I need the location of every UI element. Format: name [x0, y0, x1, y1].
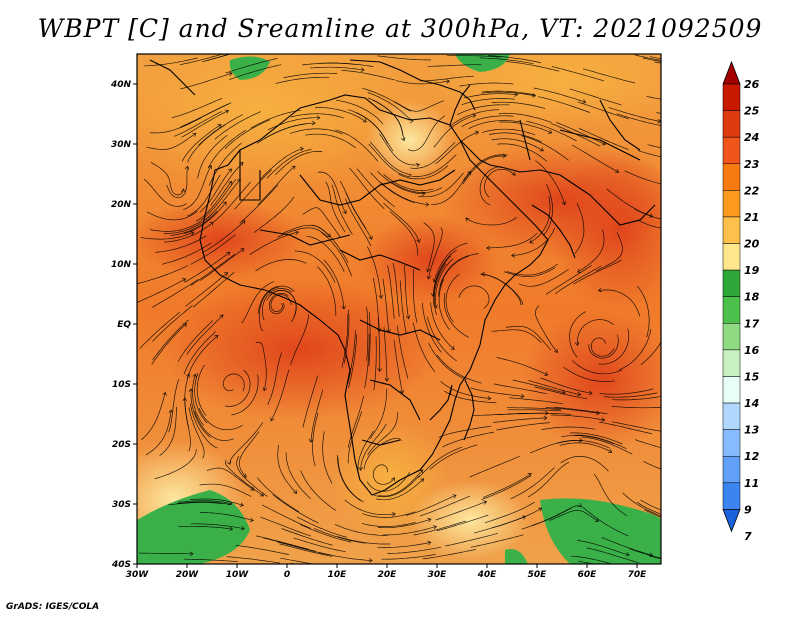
lat-tick-label: 20N — [111, 200, 132, 210]
colorbar-bottom-arrow — [722, 509, 741, 533]
colorbar-label: 15 — [744, 370, 760, 383]
colorbar-label: 19 — [744, 264, 760, 277]
colorbar-label: 16 — [744, 344, 760, 357]
colorbar-top-arrow — [722, 60, 741, 85]
lat-tick-label: 20S — [112, 440, 131, 450]
map-title: WBPT [C] and Sreamline at 300hPa, VT: 20… — [37, 14, 763, 43]
colorbar-swatch — [722, 83, 741, 111]
colorbar-label: 11 — [744, 477, 759, 490]
lon-tick-label: 40E — [477, 570, 498, 580]
lat-tick-label: EQ — [117, 320, 131, 330]
lon-tick-label: 30E — [428, 570, 448, 580]
colorbar-label: 25 — [744, 105, 760, 118]
colorbar-label: 21 — [744, 211, 759, 224]
longitude-axis: 30W 20W 10W 0 10E 20E 30E 40E 50E 60E 70E — [126, 564, 647, 580]
colorbar-label: 14 — [744, 397, 759, 410]
colorbar-swatch — [722, 323, 741, 351]
lat-tick-label: 40S — [111, 560, 131, 570]
lat-tick-label: 10N — [111, 260, 132, 270]
streamlines — [137, 54, 661, 564]
colorbar-swatch — [722, 243, 741, 271]
wbpt-field — [137, 54, 661, 564]
lon-tick-label: 30W — [126, 570, 150, 580]
colorbar-label: 18 — [744, 291, 760, 304]
colorbar-swatch — [722, 269, 741, 297]
grads-credit: GrADS: IGES/COLA — [6, 602, 100, 612]
latitude-axis: 40N 30N 20N 10N EQ 10S 20S 30S 40S — [110, 80, 137, 570]
colorbar-label: 13 — [744, 424, 760, 437]
colorbar-swatch — [722, 110, 741, 138]
colorbar-label: 17 — [744, 317, 760, 330]
lon-tick-label: 60E — [578, 570, 598, 580]
map-frame — [136, 53, 662, 565]
colorbar-swatch — [722, 296, 741, 324]
colorbar-swatch — [722, 136, 741, 165]
colorbar-label: 24 — [744, 131, 759, 144]
colorbar-swatch — [722, 163, 741, 191]
colorbar-swatch — [722, 455, 741, 484]
coastlines — [149, 59, 656, 496]
colorbar-label: 23 — [744, 158, 760, 171]
colorbar-label: 20 — [744, 238, 760, 251]
colorbar-label: 12 — [744, 450, 760, 463]
colorbar-label: 7 — [744, 530, 752, 543]
lon-tick-label: 20E — [378, 570, 398, 580]
colorbar-swatch — [722, 402, 741, 430]
lon-tick-label: 0 — [284, 570, 290, 580]
lon-tick-label: 10E — [328, 570, 348, 580]
lon-tick-label: 20W — [176, 570, 200, 580]
lat-tick-label: 10S — [112, 380, 131, 390]
colorbar-label: 9 — [744, 503, 752, 516]
lon-tick-label: 50E — [528, 570, 548, 580]
colorbar-swatch — [722, 190, 741, 218]
colorbar-swatch — [722, 216, 741, 244]
lat-tick-label: 30N — [111, 140, 132, 150]
colorbar-swatch — [722, 376, 741, 404]
colorbar-label: 22 — [744, 184, 760, 197]
colorbar-swatch — [722, 429, 741, 457]
lon-tick-label: 70E — [628, 570, 648, 580]
lat-tick-label: 30S — [112, 500, 131, 510]
colorbar-swatch — [722, 349, 741, 377]
lat-tick-label: 40N — [110, 80, 132, 90]
lon-tick-label: 10W — [226, 570, 250, 580]
colorbar-label: 26 — [744, 78, 760, 91]
colorbar: 26 25 24 23 22 21 20 19 18 17 16 15 14 13 12 11 9 7 — [722, 60, 760, 543]
colorbar-swatch — [722, 482, 741, 510]
